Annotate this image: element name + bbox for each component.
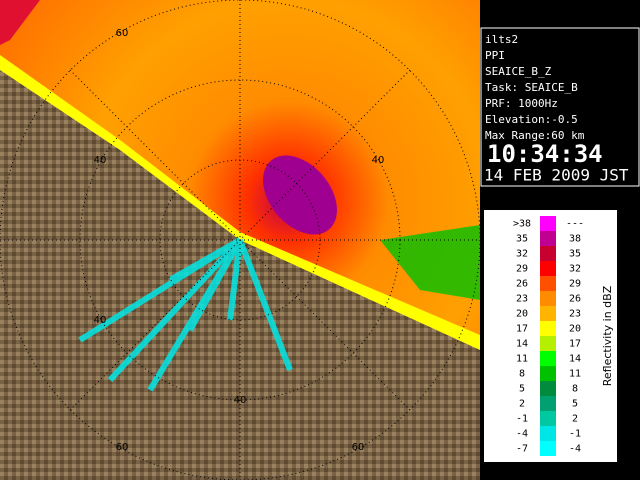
legend-low: -1 [516,414,528,425]
legend-high: 38 [569,234,581,245]
legend-low: 2 [519,399,525,410]
legend-high: 14 [569,354,581,365]
legend-low: 14 [516,339,528,350]
legend-swatch [540,276,556,291]
legend-low: 32 [516,249,528,260]
legend-high: -4 [569,444,581,455]
legend-low: 26 [516,279,528,290]
legend-title: Reflectivity in dBZ [601,285,614,386]
legend-swatch [540,396,556,411]
max-range: Max Range:60 km [485,129,585,142]
green-echo [380,225,480,300]
legend-swatch [540,321,556,336]
task: Task: SEAICE_B [485,81,578,94]
mode: PPI [485,49,505,62]
legend-high: 32 [569,264,581,275]
range-label: 40 [372,155,385,166]
elevation: Elevation:-0.5 [485,113,578,126]
legend-low: 8 [519,369,525,380]
legend-low: 23 [516,294,528,305]
info-panel [480,27,640,187]
legend-low: 20 [516,309,528,320]
range-labels: 60 40 40 40 40 60 60 [94,28,385,453]
range-label: 60 [116,28,129,39]
legend-swatch [540,216,556,231]
legend-low: 35 [516,234,528,245]
legend-swatch [540,306,556,321]
legend-high: 17 [569,339,581,350]
legend-low: 5 [519,384,525,395]
prf: PRF: 1000Hz [485,97,558,110]
legend-high: 5 [572,399,578,410]
legend-swatch [540,381,556,396]
clutter-beams [78,237,293,392]
site: ilts2 [485,33,518,46]
range-label: 60 [116,442,129,453]
legend-swatch [540,366,556,381]
echo-core [263,155,337,235]
time: 10:34:34 [487,140,603,168]
legend-low: 29 [516,264,528,275]
legend-high: 26 [569,294,581,305]
legend-high: 11 [569,369,581,380]
range-rings [0,0,480,480]
legend-swatch [540,441,556,456]
legend-high: 29 [569,279,581,290]
range-label: 60 [352,442,365,453]
legend-swatch [540,261,556,276]
legend-high: 23 [569,309,581,320]
legend-swatch [540,291,556,306]
legend-high: --- [566,219,584,230]
coast-echo [0,55,480,365]
legend-high: 20 [569,324,581,335]
radar-image [0,0,481,480]
legend-high: 2 [572,414,578,425]
date: 14 FEB 2009 JST [484,166,629,185]
legend-swatch [540,426,556,441]
legend-high: 8 [572,384,578,395]
legend-swatch [540,351,556,366]
legend-swatch [540,411,556,426]
legend-swatch [540,246,556,261]
legend-low: 17 [516,324,528,335]
product: SEAICE_B_Z [485,65,552,78]
legend-swatch [540,231,556,246]
legend-low: >38 [513,219,531,230]
land [0,70,480,480]
range-label: 40 [94,315,107,326]
legend-low: -4 [516,429,528,440]
legend-low: 11 [516,354,528,365]
range-label: 40 [94,155,107,166]
legend-high: 35 [569,249,581,260]
legend: >38 --- 35 38 32 35 29 32 26 29 23 26 20 23 17 20 14 17 11… [513,216,584,456]
legend-low: -7 [516,444,528,455]
range-label: 40 [234,395,247,406]
echo-edge [0,0,40,45]
legend-high: -1 [569,429,581,440]
legend-swatch [540,336,556,351]
